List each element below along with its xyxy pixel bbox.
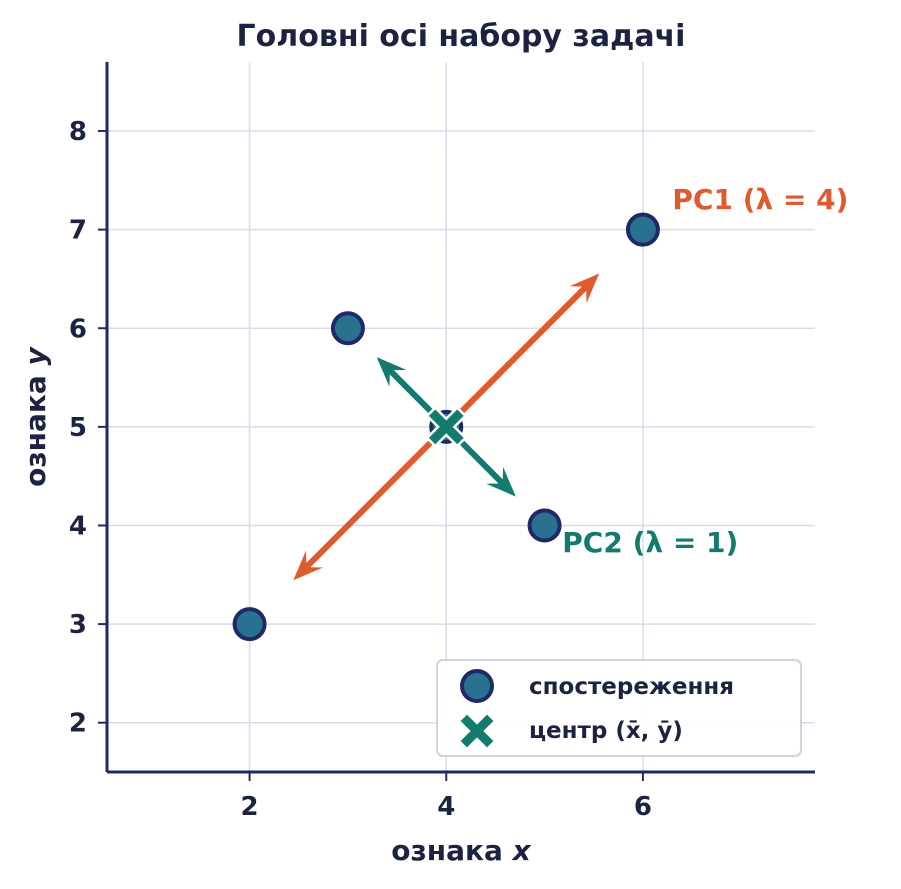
y-tick-label: 2 (69, 709, 87, 739)
pc1-arrow-head-start (293, 550, 323, 581)
ticks: 2 4 6 2 3 4 5 6 7 8 (69, 117, 652, 822)
legend-box (436, 659, 802, 757)
observation-point (625, 212, 660, 247)
legend-center-marker (460, 714, 494, 748)
pc1-arrow-head-end (569, 273, 600, 304)
y-tick-label: 3 (69, 610, 87, 640)
legend: спостереження центр (x̄, ȳ) (436, 659, 802, 757)
center-marker (428, 409, 464, 445)
observations (232, 212, 660, 642)
legend-observation-label: спостереження (529, 674, 734, 700)
observation-point (232, 607, 267, 642)
x-tick-label: 6 (634, 792, 652, 822)
pc2-arrow-head-end (486, 466, 516, 497)
y-tick-label: 6 (69, 314, 87, 344)
observation-point (330, 311, 365, 346)
pc2-arrow-head-start (376, 357, 407, 387)
y-tick-label: 8 (69, 117, 87, 147)
annotations: PC1 (λ = 4) PC2 (λ = 1) (562, 183, 848, 559)
grid (107, 62, 815, 772)
chart-title: Головні осі набору задачі (237, 19, 686, 54)
legend-center-label: центр (x̄, ȳ) (529, 718, 683, 744)
y-tick-label: 7 (69, 216, 87, 246)
pc1-label: PC1 (λ = 4) (672, 183, 848, 216)
y-axis-label: ознака y (19, 345, 52, 486)
axes (105, 62, 815, 774)
x-axis-label: ознака x (391, 834, 531, 867)
pc2-label: PC2 (λ = 1) (562, 526, 738, 559)
x-tick-label: 2 (241, 792, 259, 822)
x-tick-label: 4 (437, 792, 455, 822)
y-tick-label: 4 (69, 511, 87, 541)
observation-point (527, 508, 562, 543)
legend-observation-marker (460, 669, 494, 703)
y-tick-label: 5 (69, 413, 87, 443)
